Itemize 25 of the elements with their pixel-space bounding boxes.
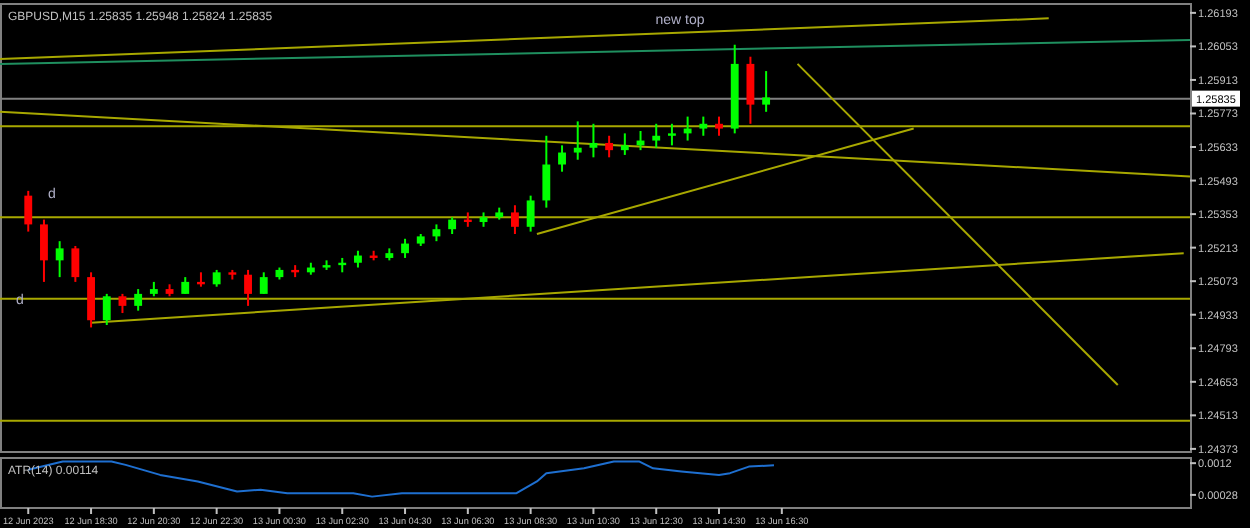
candlestick	[102, 292, 111, 327]
candlestick	[542, 134, 551, 209]
candlestick	[55, 240, 64, 279]
candlestick	[40, 218, 48, 283]
candlestick	[87, 271, 95, 329]
candlestick	[24, 189, 33, 233]
candlestick	[699, 115, 708, 137]
candlestick	[573, 120, 582, 161]
candlestick	[134, 288, 143, 312]
candlestick	[620, 132, 629, 156]
candlestick	[71, 244, 80, 283]
candlestick	[118, 292, 127, 315]
candlestick	[244, 268, 252, 307]
candlestick	[259, 271, 268, 295]
candlestick	[511, 204, 519, 235]
candlestick	[762, 70, 771, 113]
candlestick	[746, 55, 755, 125]
candlestick	[715, 115, 723, 137]
candlestick	[589, 122, 598, 159]
candlestick	[401, 237, 409, 259]
candlestick	[605, 134, 614, 159]
candlestick	[668, 122, 676, 147]
candlestick	[652, 122, 661, 149]
candlestick	[526, 194, 535, 233]
candlestick	[558, 144, 566, 173]
